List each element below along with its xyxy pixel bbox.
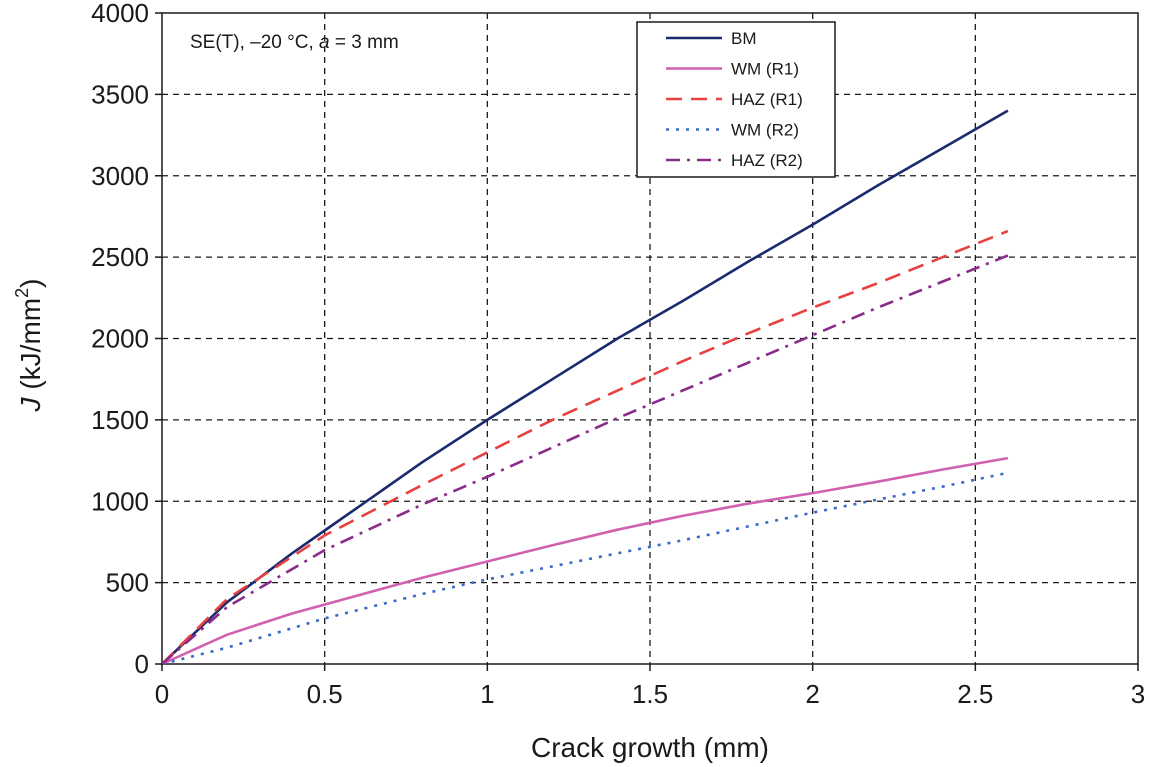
legend-label-haz-r2: HAZ (R2) <box>731 151 803 170</box>
x-tick-label: 1.5 <box>632 679 668 709</box>
y-tick-label: 3500 <box>91 79 149 109</box>
legend-label-wm-r1: WM (R1) <box>731 60 799 79</box>
y-tick-label: 2500 <box>91 242 149 272</box>
y-tick-label: 4000 <box>91 0 149 28</box>
y-tick-label: 0 <box>135 649 149 679</box>
annotation-var: a <box>319 32 330 53</box>
x-tick-label: 0.5 <box>307 679 343 709</box>
x-axis-ticks: 0 0.5 1 1.5 2 2.5 3 <box>155 664 1145 709</box>
y-axis-title: J (kJ/mm2) <box>12 279 46 413</box>
legend: BM WM (R1) HAZ (R1) WM (R2) HAZ (R2) <box>636 21 836 178</box>
y-axis-title-unit: (kJ/mm <box>15 298 46 398</box>
y-axis-title-sup: 2 <box>12 288 32 298</box>
y-tick-label: 1000 <box>91 486 149 516</box>
y-axis-title-close: ) <box>15 279 46 288</box>
x-tick-label: 2.5 <box>957 679 993 709</box>
series-line-haz-r1 <box>161 229 1009 665</box>
y-tick-label: 500 <box>106 568 149 598</box>
series-line-wm-r1 <box>161 456 1009 666</box>
x-tick-label: 0 <box>155 679 169 709</box>
annotation-prefix: SE(T), –20 °C, <box>190 32 319 53</box>
legend-label-haz-r1: HAZ (R1) <box>731 90 803 109</box>
legend-label-wm-r2: WM (R2) <box>731 121 799 140</box>
x-tick-label: 1 <box>480 679 494 709</box>
annotation: SE(T), –20 °C, a = 3 mm <box>190 32 399 53</box>
y-tick-label: 2000 <box>91 324 149 354</box>
x-tick-label: 2 <box>805 679 819 709</box>
series-lines <box>161 109 1009 666</box>
y-axis-title-var: J <box>15 396 46 412</box>
y-axis-ticks: 0 500 1000 1500 2000 2500 3000 3500 4000 <box>91 0 162 679</box>
annotation-suffix: = 3 mm <box>330 32 399 53</box>
legend-label-bm: BM <box>731 29 757 48</box>
x-tick-label: 3 <box>1131 679 1145 709</box>
x-axis-title: Crack growth (mm) <box>531 732 769 763</box>
y-tick-label: 1500 <box>91 405 149 435</box>
y-tick-label: 3000 <box>91 161 149 191</box>
series-line-haz-r2 <box>161 254 1009 665</box>
series-line-bm <box>161 109 1009 665</box>
